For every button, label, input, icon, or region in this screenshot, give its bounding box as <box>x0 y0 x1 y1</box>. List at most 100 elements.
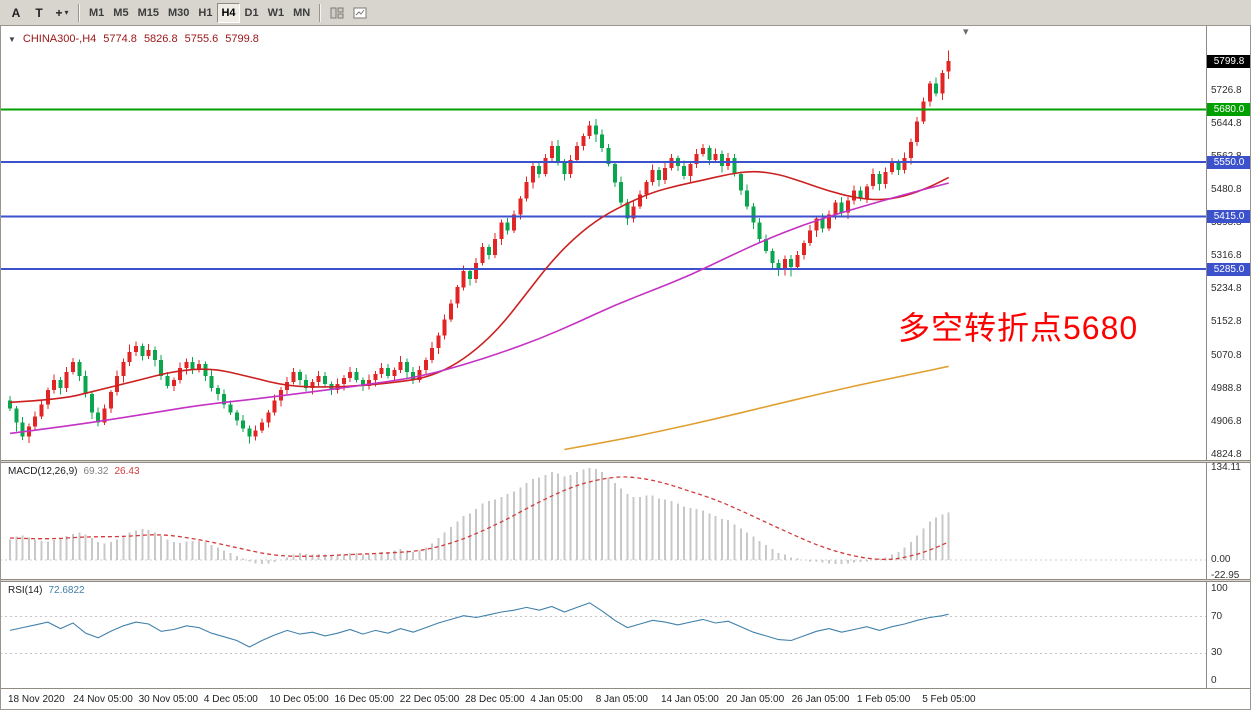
candle-body <box>96 412 100 423</box>
candle-body <box>71 361 75 372</box>
crosshair-tool-button[interactable]: + ▾ <box>51 3 73 23</box>
candle-body <box>121 361 126 376</box>
time-axis-label: 5 Feb 05:00 <box>922 694 976 705</box>
candle-body <box>316 376 321 383</box>
timeframe-button-h4[interactable]: H4 <box>217 2 240 23</box>
candle-body <box>650 170 655 183</box>
pane-separator[interactable] <box>0 460 1251 463</box>
price-axis-divider <box>1206 26 1207 688</box>
candle-body <box>877 174 882 185</box>
price-axis[interactable]: 5726.85644.85562.85480.85398.85316.85234… <box>1207 26 1251 688</box>
candle-body <box>833 202 838 215</box>
candle-body <box>682 166 686 177</box>
ma-slow-line <box>564 365 949 451</box>
candle-body <box>424 359 428 370</box>
candle-body <box>134 345 138 352</box>
candle-body <box>197 363 201 370</box>
candle-body <box>644 182 649 195</box>
tile-windows-icon-button[interactable] <box>326 3 348 23</box>
candle-body <box>58 380 63 389</box>
candle-body <box>707 147 712 160</box>
candle-body <box>209 376 214 389</box>
main-chart-canvas[interactable] <box>0 26 1206 460</box>
candle-body <box>14 408 19 423</box>
candle-body <box>480 246 485 263</box>
candle-body <box>77 361 82 376</box>
time-axis[interactable]: 18 Nov 2020 24 Nov 05:00 30 Nov 05:00 4 Dec… <box>0 688 1251 710</box>
macd-label: MACD(12,26,9) 69.32 26.43 <box>8 466 140 477</box>
time-axis-label: 24 Nov 05:00 <box>73 694 133 705</box>
chart-window-icon-button[interactable] <box>349 3 371 23</box>
candle-body <box>487 246 491 255</box>
pane-separator[interactable] <box>0 579 1251 582</box>
candle-body <box>783 258 787 269</box>
macd-axis-label: 0.00 <box>1211 554 1231 565</box>
candle-body <box>310 382 315 389</box>
candle-body <box>304 380 308 389</box>
candle-body <box>373 374 378 381</box>
timeframe-button-d1[interactable]: D1 <box>244 6 259 19</box>
candle-body <box>562 162 567 175</box>
time-axis-label: 22 Dec 05:00 <box>399 694 460 705</box>
candle-body <box>379 368 384 375</box>
candle-body <box>808 230 812 243</box>
timeframe-button-m30[interactable]: M30 <box>167 6 190 19</box>
candle-body <box>90 394 94 413</box>
annotation-text[interactable]: 多空转折点5680 <box>898 310 1139 346</box>
candle-body <box>109 392 113 409</box>
candle-body <box>115 376 119 393</box>
candle-body <box>776 263 781 270</box>
candle-body <box>934 83 938 94</box>
candle-body <box>172 380 176 387</box>
one-click-trading-icon[interactable]: ▼ <box>8 34 16 44</box>
annotation-tool-button[interactable]: A <box>5 3 27 23</box>
candle-body <box>694 154 699 165</box>
time-axis-label: 10 Dec 05:00 <box>269 694 329 705</box>
candle-body <box>140 345 145 356</box>
price-badge-5680.0: 5680.0 <box>1207 103 1251 116</box>
timeframe-button-m1[interactable]: M1 <box>89 6 105 19</box>
macd-axis-label: -22.95 <box>1211 569 1240 581</box>
candle-body <box>839 202 844 213</box>
candle-body <box>701 147 705 154</box>
candle-body <box>896 162 901 171</box>
timeframe-button-m5[interactable]: M5 <box>113 6 129 19</box>
candle-body <box>216 388 220 395</box>
candle-body <box>285 382 289 391</box>
candle-body <box>550 145 554 158</box>
toolbar-separator <box>319 3 322 22</box>
timeframe-button-w1[interactable]: W1 <box>267 6 285 19</box>
timeframe-button-h1[interactable]: H1 <box>198 6 213 19</box>
price-axis-label: 4988.8 <box>1211 382 1242 394</box>
timeframe-button-mn[interactable]: MN <box>293 6 311 19</box>
chart-window-icon <box>353 7 367 18</box>
candle-body <box>556 145 560 163</box>
candle-body <box>474 263 478 280</box>
rsi-axis-label: 0 <box>1211 675 1217 686</box>
candle-body <box>531 166 535 183</box>
macd-canvas[interactable] <box>0 463 1206 579</box>
time-axis-label: 14 Jan 05:00 <box>661 694 719 705</box>
candle-body <box>455 287 460 304</box>
chart-shift-marker[interactable]: ▾ <box>963 26 969 38</box>
ohlc-open: 5774.8 <box>103 33 137 45</box>
candle-body <box>915 121 919 142</box>
timeframe-button-m15[interactable]: M15 <box>137 6 159 19</box>
candle-body <box>228 404 233 413</box>
candle-body <box>190 361 195 370</box>
candle-body <box>411 372 415 381</box>
rsi-name: RSI(14) <box>8 585 43 596</box>
candle-body <box>442 319 447 336</box>
text-tool-button[interactable]: T <box>28 3 50 23</box>
candle-body <box>398 361 403 370</box>
candle-body <box>524 182 529 199</box>
candle-body <box>46 390 50 405</box>
time-axis-label: 16 Dec 05:00 <box>334 694 395 705</box>
candle-body <box>625 202 630 219</box>
candle-body <box>928 83 932 102</box>
candle-body <box>789 258 793 267</box>
rsi-canvas[interactable] <box>0 582 1206 688</box>
symbol-label: CHINA300-,H4 <box>22 33 97 45</box>
candle-body <box>770 250 775 263</box>
